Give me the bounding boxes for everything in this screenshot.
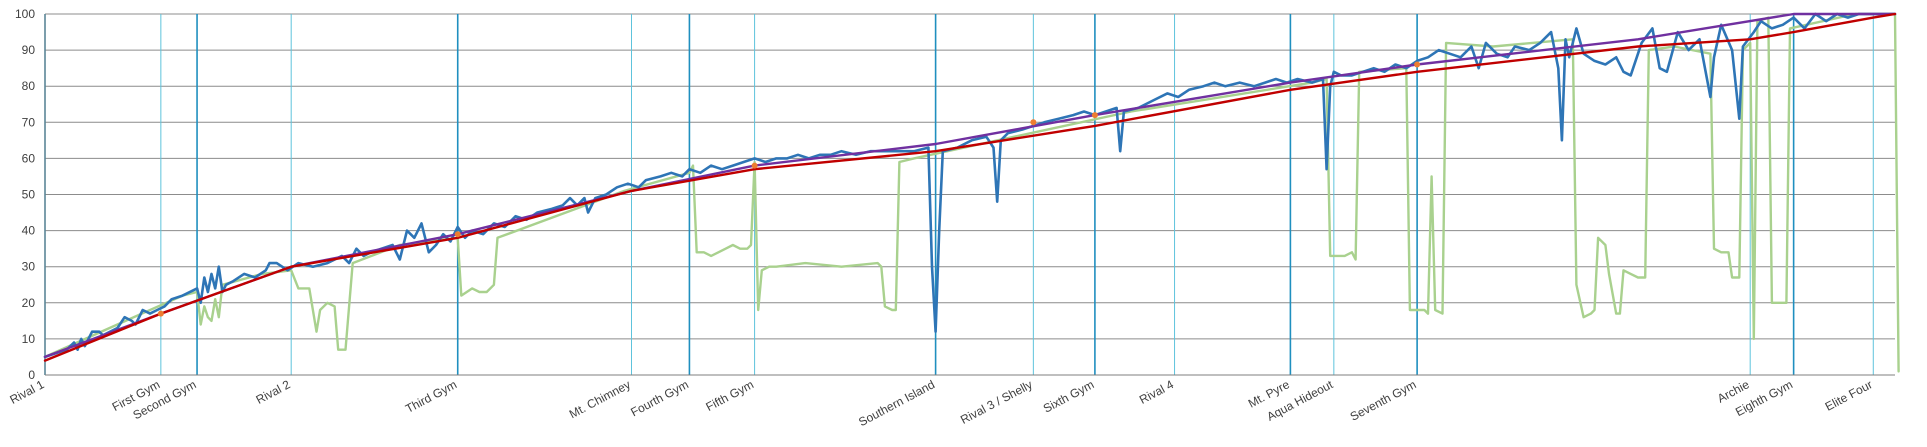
y-tick-label: 10 [22,332,36,346]
y-tick-label: 100 [15,7,35,21]
y-tick-label: 30 [22,260,36,274]
axes [44,14,1895,376]
x-tick-label: Southern Island [856,377,937,429]
series-point [1091,112,1098,119]
series-point [157,310,164,317]
y-tick-label: 80 [22,79,36,93]
x-tick-label: Rival 2 [254,377,293,407]
x-tick-label: Third Gym [403,377,459,416]
series-lines [43,12,1900,373]
y-tick-label: 40 [22,224,36,238]
series-point [1030,119,1037,126]
series-point [1414,61,1421,68]
y-tick-label: 20 [22,296,36,310]
series-point [751,162,758,169]
x-tick-label: Sixth Gym [1041,377,1096,415]
series-line [43,12,1897,359]
y-tick-label: 60 [22,151,36,165]
x-tick-label: Rival 4 [1137,377,1176,407]
y-tick-labels: 0 10 20 30 40 50 60 70 80 90 100 [15,7,35,382]
series-line [43,12,1897,362]
series-line [43,12,1897,359]
x-tick-label: Fifth Gym [703,377,755,414]
y-tick-label: 90 [22,43,36,57]
x-tick-label: Rival 1 [7,377,46,407]
y-tick-label: 70 [22,115,36,129]
x-tick-label: Rival 3 / Shelly [958,377,1035,427]
x-tick-label: Mt. Chimney [567,377,633,421]
y-tick-label: 0 [28,368,35,382]
x-tick-label: Fourth Gym [628,377,691,419]
x-tick-label: Elite Four [1823,377,1875,413]
series-point [454,231,461,238]
y-tick-label: 50 [22,188,36,202]
x-tick-label: Seventh Gym [1348,377,1419,423]
gridlines [45,13,1895,376]
